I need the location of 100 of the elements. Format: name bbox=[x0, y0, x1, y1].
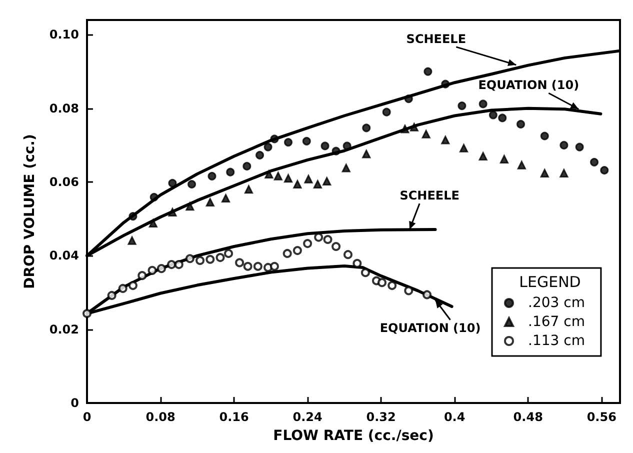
point bbox=[410, 122, 418, 132]
y-tick-label: 0.06 bbox=[49, 175, 79, 190]
point bbox=[148, 219, 158, 228]
point bbox=[304, 174, 313, 184]
point bbox=[208, 172, 216, 180]
point bbox=[560, 168, 568, 178]
point bbox=[575, 142, 584, 152]
x-tick-label: 0.08 bbox=[146, 410, 176, 424]
x-tick-label: 0.32 bbox=[366, 410, 396, 424]
point bbox=[270, 262, 279, 271]
point bbox=[186, 202, 194, 211]
point bbox=[196, 256, 205, 265]
point bbox=[422, 290, 432, 300]
point bbox=[377, 278, 386, 288]
point bbox=[600, 166, 609, 174]
point bbox=[560, 140, 568, 150]
point bbox=[343, 250, 352, 260]
point bbox=[458, 102, 466, 110]
point bbox=[168, 208, 177, 216]
point bbox=[128, 281, 138, 290]
y-tick-label: 0.02 bbox=[49, 322, 79, 336]
point bbox=[107, 290, 116, 300]
y-tick-label: 0.08 bbox=[49, 101, 79, 116]
point bbox=[352, 258, 362, 268]
point bbox=[270, 134, 279, 144]
legend-label: .167 cm bbox=[528, 314, 585, 330]
point bbox=[314, 232, 324, 242]
point bbox=[320, 142, 330, 150]
point bbox=[360, 268, 370, 278]
point bbox=[322, 177, 332, 186]
point bbox=[185, 254, 194, 264]
y-axis-title: DROP VOLUME (cc.) bbox=[22, 134, 38, 289]
point bbox=[302, 136, 311, 146]
x-tick-label: 0.16 bbox=[219, 410, 249, 424]
point bbox=[253, 262, 262, 271]
point bbox=[342, 142, 352, 150]
y-tick-label: 0.10 bbox=[49, 28, 79, 42]
point bbox=[282, 248, 292, 258]
point bbox=[244, 185, 253, 194]
point bbox=[206, 254, 215, 264]
point bbox=[168, 178, 177, 188]
point bbox=[242, 162, 252, 170]
point bbox=[441, 80, 450, 88]
point bbox=[216, 253, 225, 262]
point bbox=[284, 174, 293, 183]
point bbox=[498, 114, 507, 122]
point bbox=[156, 264, 166, 274]
point bbox=[264, 170, 274, 179]
point bbox=[441, 136, 450, 144]
point bbox=[293, 180, 302, 188]
point bbox=[362, 150, 371, 158]
point bbox=[460, 144, 468, 152]
point bbox=[174, 260, 184, 270]
point bbox=[256, 150, 264, 160]
point bbox=[222, 194, 230, 202]
point bbox=[424, 67, 432, 76]
point bbox=[404, 94, 413, 104]
annotation: SCHEELE bbox=[406, 32, 466, 46]
point bbox=[323, 234, 332, 244]
annotation: EQUATION (10) bbox=[478, 78, 580, 92]
x-tick-label: 0.56 bbox=[586, 410, 616, 424]
point bbox=[540, 132, 549, 140]
point bbox=[206, 198, 214, 207]
point bbox=[138, 271, 147, 280]
point bbox=[303, 239, 312, 248]
point bbox=[128, 212, 138, 221]
point bbox=[224, 248, 234, 258]
x-tick-label: 0.24 bbox=[292, 410, 322, 424]
point bbox=[167, 260, 176, 270]
legend-label: .113 cm bbox=[528, 333, 585, 349]
x-tick-label: 0.48 bbox=[513, 410, 543, 424]
point bbox=[488, 110, 498, 120]
annotation: EQUATION (10) bbox=[380, 320, 481, 335]
point bbox=[422, 130, 430, 138]
point bbox=[150, 192, 158, 202]
point bbox=[274, 172, 282, 180]
point bbox=[500, 154, 508, 164]
point bbox=[188, 180, 196, 188]
point bbox=[478, 100, 488, 108]
point bbox=[332, 146, 340, 156]
y-tick-label: 0 bbox=[70, 396, 79, 410]
point bbox=[478, 152, 488, 161]
point bbox=[400, 124, 410, 134]
point bbox=[313, 180, 322, 188]
point bbox=[540, 168, 549, 178]
legend-label: .203 cm bbox=[528, 295, 585, 311]
point bbox=[362, 124, 371, 132]
point bbox=[382, 108, 391, 116]
x-tick-label: 0.4 bbox=[444, 410, 466, 424]
point bbox=[226, 168, 235, 176]
point bbox=[388, 281, 397, 290]
point bbox=[342, 164, 350, 172]
point bbox=[332, 242, 341, 251]
x-axis-title: FLOW RATE (cc./sec) bbox=[273, 428, 434, 444]
point bbox=[516, 120, 525, 128]
annotation: SCHEELE bbox=[400, 188, 460, 203]
point bbox=[128, 236, 136, 245]
point bbox=[292, 246, 302, 256]
point bbox=[148, 266, 157, 275]
point bbox=[517, 160, 526, 170]
